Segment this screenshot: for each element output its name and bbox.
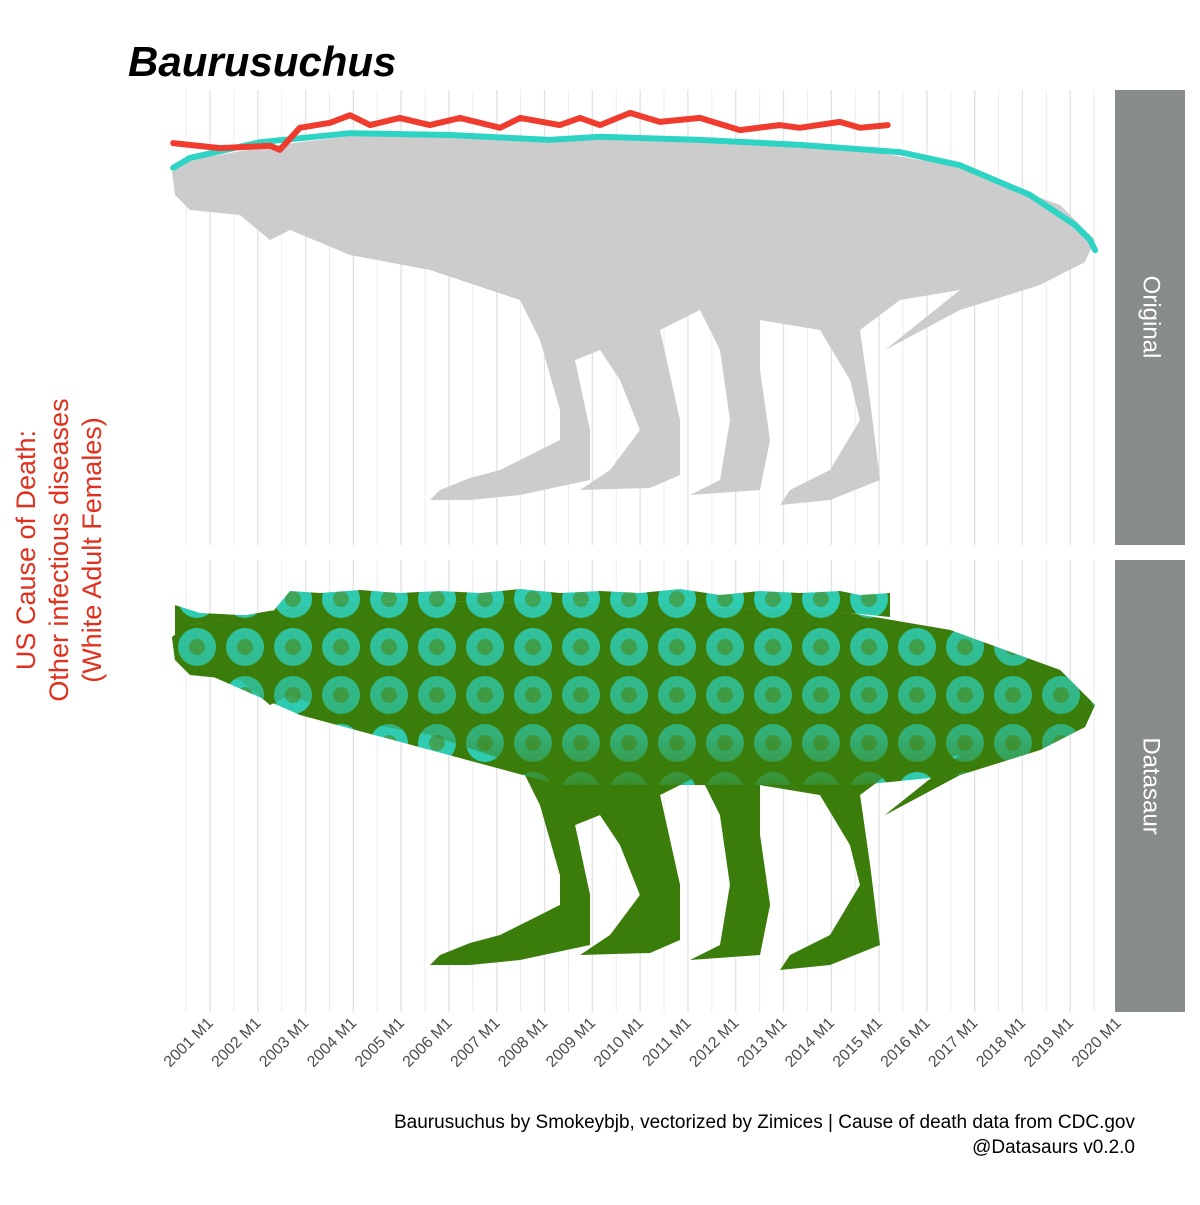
y-axis-label-line: Other infectious diseases: [44, 398, 74, 701]
x-tick-label: 2017 M1: [925, 1015, 981, 1071]
x-tick-label: 2002 M1: [209, 1015, 265, 1071]
facet-label: Original: [1138, 276, 1165, 359]
x-tick-label: 2003 M1: [256, 1015, 312, 1071]
x-tick-label: 2013 M1: [734, 1015, 790, 1071]
datasaur-silhouette: [172, 589, 1095, 970]
x-tick-label: 2015 M1: [830, 1015, 886, 1071]
x-tick-label: 2007 M1: [448, 1015, 504, 1071]
facet-label: Datasaur: [1138, 737, 1165, 834]
lines: [170, 109, 1099, 254]
chart-title: Baurusuchus: [128, 38, 396, 85]
x-tick-label: 2006 M1: [400, 1015, 456, 1071]
panels: [172, 136, 1095, 970]
caption: @Datasaurs v0.2.0: [972, 1137, 1135, 1158]
x-tick-label: 2008 M1: [495, 1015, 551, 1071]
x-tick-label: 2001 M1: [161, 1015, 217, 1071]
x-tick-label: 2012 M1: [686, 1015, 742, 1071]
x-tick-label: 2011 M1: [640, 1015, 695, 1070]
x-tick-label: 2014 M1: [782, 1015, 838, 1071]
original-silhouette: [172, 136, 1095, 505]
caption: Baurusuchus by Smokeybjb, vectorized by …: [394, 1112, 1135, 1133]
x-tick-label: 2019 M1: [1021, 1015, 1077, 1071]
line: [170, 109, 891, 153]
y-axis-label: US Cause of Death: Other infectious dise…: [11, 398, 107, 701]
x-tick-label: 2004 M1: [304, 1015, 360, 1071]
y-axis-label-line: US Cause of Death:: [11, 430, 41, 670]
x-tick-label: 2005 M1: [352, 1015, 408, 1071]
y-axis-label-line: (White Adult Females): [77, 417, 107, 683]
x-tick-label: 2020 M1: [1069, 1015, 1125, 1071]
x-tick-label: 2009 M1: [543, 1015, 599, 1071]
x-tick-label: 2016 M1: [878, 1015, 934, 1071]
x-tick-label: 2010 M1: [591, 1015, 647, 1071]
facet-strip: [1115, 560, 1185, 1012]
x-tick-label: 2018 M1: [973, 1015, 1029, 1071]
facet-strip: [1115, 90, 1185, 545]
